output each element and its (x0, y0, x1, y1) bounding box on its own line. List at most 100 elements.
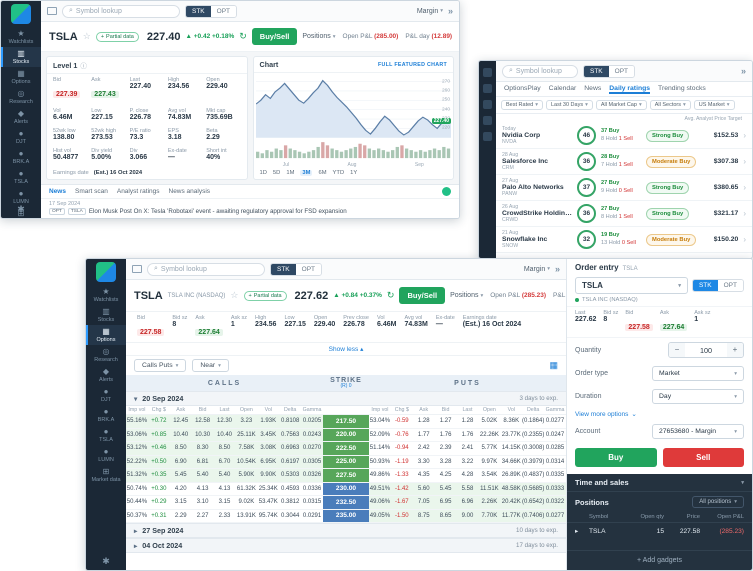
call-cell[interactable]: 0.0291 (302, 512, 322, 519)
account-select[interactable]: 27653680 - Margin ▾ (652, 424, 744, 439)
call-cell[interactable]: 5.45 (169, 469, 192, 482)
call-cell[interactable]: +0.29 (151, 499, 167, 506)
call-cell[interactable]: 0.0243 (301, 428, 323, 441)
news-tab-analyst-ratings[interactable]: Analyst ratings (116, 188, 160, 195)
call-cell[interactable]: +0.31 (151, 512, 167, 519)
buy-button[interactable]: Buy (575, 448, 657, 467)
call-cell[interactable]: 3.15 (174, 499, 187, 506)
calls-puts-dropdown[interactable]: Calls Puts ▾ (134, 359, 187, 372)
put-cell[interactable]: 1.28 (417, 418, 430, 425)
settings-gear-icon[interactable]: ✱ (102, 556, 110, 566)
put-cell[interactable]: 8.75 (412, 509, 435, 522)
put-cell[interactable]: 0.0314 (545, 458, 565, 465)
call-cell[interactable]: 0.3812 (280, 499, 300, 506)
news-item[interactable]: OPT TSLA Elon Musk Post On X: Tesla 'Rob… (41, 207, 459, 218)
put-cell[interactable]: 52.09% (369, 431, 391, 438)
call-cell[interactable]: 2.29 (174, 512, 187, 519)
put-cell[interactable]: 2.41 (461, 445, 474, 452)
filter-dropdown-best-rated[interactable]: Best Rated ▾ (501, 100, 543, 110)
call-cell[interactable]: +0.85 (147, 428, 170, 441)
rating-row[interactable]: 21 Aug Snowflake Inc SNOW 32 19 Buy 13 Hold 0… (496, 227, 752, 253)
timeframe-3m[interactable]: 3M (300, 170, 313, 176)
info-icon[interactable]: ⓘ (80, 63, 87, 70)
put-cell[interactable]: 49.05% (369, 509, 391, 522)
put-cell[interactable]: -1.42 (390, 482, 413, 495)
call-cell[interactable]: 5.40 (213, 469, 236, 482)
put-cell[interactable]: 0.0277 (545, 418, 565, 425)
expand-panel-icon[interactable]: » (554, 264, 560, 274)
sidebar-item-options[interactable]: ▦ Options (1, 67, 41, 87)
filter-dropdown-last-30-days[interactable]: Last 30 Days ▾ (545, 100, 593, 110)
timeframe-1d[interactable]: 1D (259, 170, 267, 176)
expiry-row-collapsed[interactable]: ▸ 04 Oct 2024 17 days to exp. (126, 538, 566, 553)
put-cell[interactable]: (0.5685) (522, 482, 545, 495)
put-cell[interactable]: 4.28 (461, 472, 474, 479)
stk-toggle[interactable]: STK (692, 280, 718, 291)
timeframe-1y[interactable]: 1Y (350, 170, 358, 176)
strike-cell[interactable]: 232.50 (323, 496, 369, 509)
put-cell[interactable]: 0.0277 (544, 509, 566, 522)
call-cell[interactable]: 8.50 (213, 442, 236, 455)
call-cell[interactable]: 52.22% (126, 455, 148, 468)
view-more-options-link[interactable]: View more options ⌄ (575, 410, 637, 419)
call-cell[interactable]: 4.13 (218, 485, 231, 492)
news-headline[interactable]: Elon Musk Post On X: Tesla 'Robotaxi' ev… (88, 208, 347, 215)
star-icon[interactable] (483, 84, 492, 93)
put-cell[interactable]: 49.51% (369, 482, 391, 495)
sidebar-item-lumn[interactable]: ● LUMN (1, 187, 41, 207)
call-cell[interactable]: 8.50 (169, 442, 192, 455)
call-cell[interactable]: 53.12% (126, 442, 148, 455)
call-cell[interactable]: 12.30 (213, 415, 236, 428)
put-cell[interactable]: 23.77K (501, 431, 521, 438)
filter-dropdown-all-sectors[interactable]: All Sectors ▾ (649, 100, 691, 110)
put-cell[interactable]: (0.7406) (522, 509, 545, 522)
news-tab-smart-scan[interactable]: Smart scan (74, 188, 108, 195)
quantity-decrement[interactable]: − (669, 343, 685, 357)
filter-dropdown-all-market-cap[interactable]: All Market Cap ▾ (595, 100, 647, 110)
call-cell[interactable]: 0.6963 (279, 442, 302, 455)
sidebar-item-tsla[interactable]: ● TSLA (86, 425, 126, 445)
put-cell[interactable]: 4.35 (417, 472, 430, 479)
put-cell[interactable]: -1.19 (394, 458, 409, 465)
call-cell[interactable]: 3.10 (196, 499, 209, 506)
price-chart[interactable]: 270260250240230220227.40 (255, 74, 451, 161)
rating-row[interactable]: 26 Aug CrowdStrike Holdings CRWD 36 27 Buy 8 … (496, 201, 752, 227)
put-cell[interactable]: 5.77K (481, 445, 498, 452)
call-cell[interactable]: 55.16% (126, 415, 148, 428)
strike-cell[interactable]: 225.00 (323, 455, 369, 468)
put-cell[interactable]: 0.0285 (545, 445, 565, 452)
call-cell[interactable]: 2.27 (196, 512, 209, 519)
call-cell[interactable]: 8.30 (191, 442, 214, 455)
sidebar-item-brk-a[interactable]: ● BRK.A (86, 405, 126, 425)
sidebar-item-stocks[interactable]: ▥ Stocks (1, 47, 41, 67)
tab-news[interactable]: News (584, 85, 602, 92)
put-cell[interactable]: 0.0247 (545, 431, 565, 438)
put-cell[interactable]: 4.25 (439, 472, 452, 479)
sidebar-item-research[interactable]: ◎ Research (86, 345, 126, 365)
settings-gear-icon[interactable]: ✱ (17, 204, 25, 214)
call-cell[interactable]: +0.50 (147, 455, 170, 468)
sidebar-item-djt[interactable]: ● DJT (1, 127, 41, 147)
strike-cell[interactable]: 217.50 (323, 415, 369, 428)
margin-dropdown[interactable]: Margin ▾ (416, 7, 443, 15)
put-cell[interactable]: -1.50 (390, 509, 413, 522)
refresh-icon[interactable]: ↻ (386, 290, 395, 300)
call-cell[interactable]: 9.90K (257, 469, 280, 482)
call-cell[interactable]: 25.11K (235, 428, 258, 441)
opt-toggle[interactable]: OPT (295, 263, 322, 275)
call-cell[interactable]: +0.72 (147, 415, 170, 428)
rating-row[interactable]: Today Nvidia Corp NVDA 46 37 Buy 8 Hold 1 Sel… (496, 123, 752, 149)
news-tab-news-analysis[interactable]: News analysis (168, 188, 211, 195)
put-cell[interactable]: 1.77 (417, 431, 430, 438)
call-cell[interactable]: 3.08K (257, 442, 280, 455)
put-cell[interactable]: (0.1864) (522, 418, 545, 425)
sidebar-item-tsla[interactable]: ● TSLA (1, 167, 41, 187)
call-cell[interactable]: +0.35 (147, 469, 170, 482)
call-cell[interactable]: 0.7563 (279, 428, 302, 441)
margin-dropdown[interactable]: Margin ▾ (523, 265, 550, 273)
add-gadgets-button[interactable]: + Add gadgets (567, 550, 752, 570)
call-cell[interactable]: 10.54K (235, 455, 258, 468)
put-cell[interactable]: 11.77K (500, 509, 523, 522)
call-cell[interactable]: 53.47K (258, 499, 278, 506)
sidebar-item-watchlists[interactable]: ★ Watchlists (86, 285, 126, 305)
